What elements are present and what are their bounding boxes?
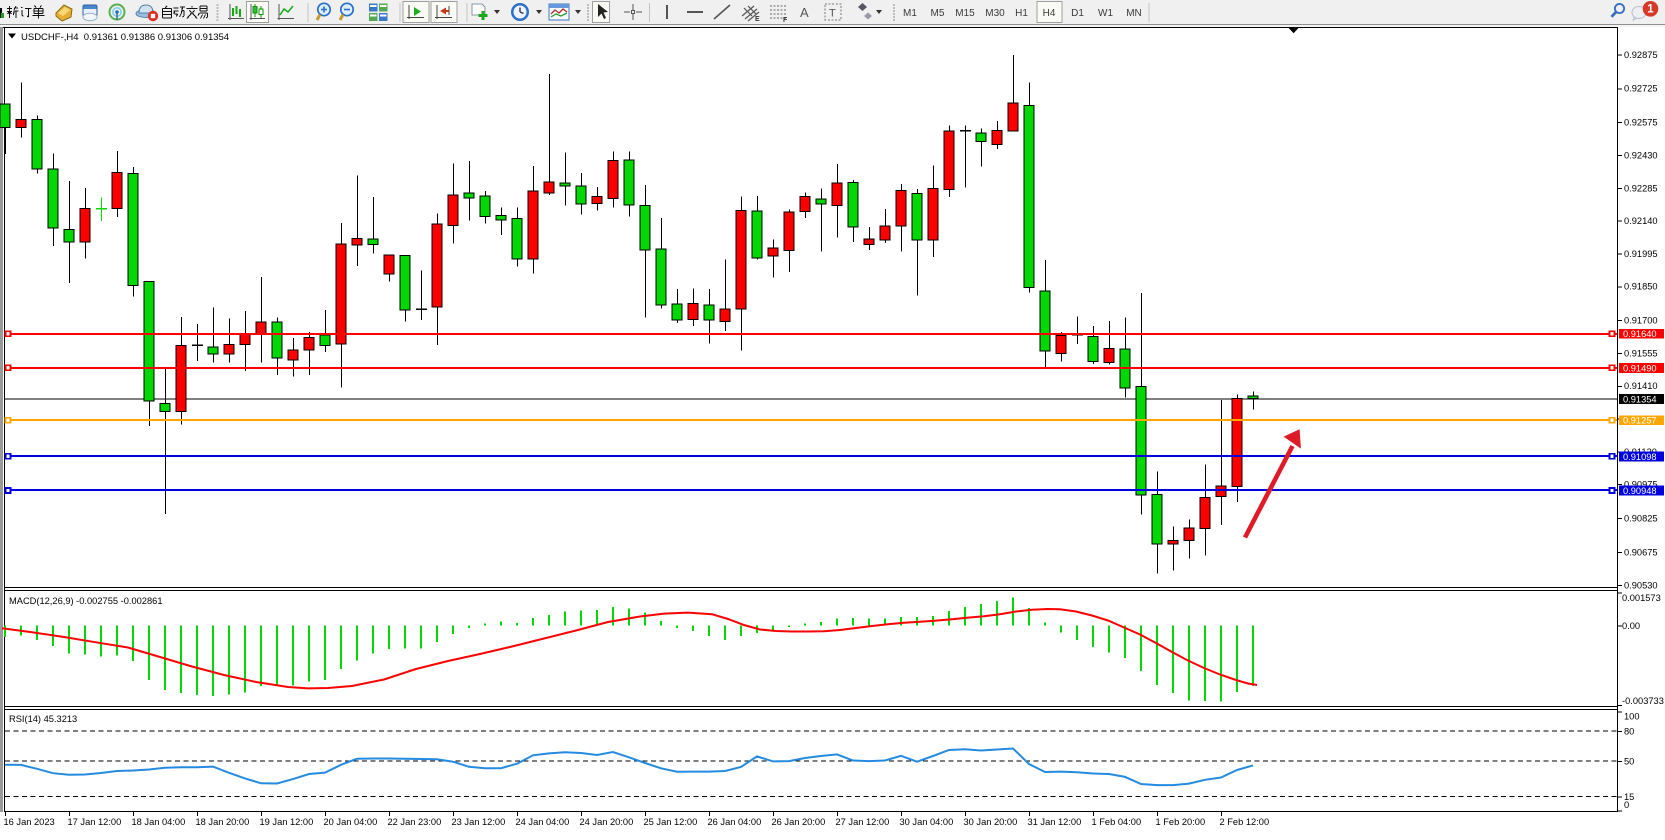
svg-text:F: F	[783, 17, 788, 24]
svg-text:0.91410: 0.91410	[1624, 381, 1658, 391]
svg-text:USDCHF-,H4 0.91361 0.91386 0.: USDCHF-,H4 0.91361 0.91386 0.91306 0.913…	[21, 32, 229, 43]
svg-text:20 Jan 04:00: 20 Jan 04:00	[324, 817, 378, 827]
svg-text:0.92140: 0.92140	[1624, 216, 1658, 226]
svg-text:1 Feb 20:00: 1 Feb 20:00	[1156, 817, 1206, 827]
svg-text:0.92430: 0.92430	[1624, 150, 1658, 160]
svg-text:0.91850: 0.91850	[1624, 282, 1658, 292]
svg-text:27 Jan 12:00: 27 Jan 12:00	[836, 817, 890, 827]
svg-text:0.91490: 0.91490	[1623, 363, 1657, 373]
svg-text:24 Jan 20:00: 24 Jan 20:00	[580, 817, 634, 827]
svg-text:0: 0	[1624, 800, 1629, 810]
svg-text:0.91640: 0.91640	[1623, 329, 1657, 339]
svg-text:18 Jan 20:00: 18 Jan 20:00	[196, 817, 250, 827]
svg-text:0.92575: 0.92575	[1624, 118, 1658, 128]
svg-text:0.91700: 0.91700	[1624, 316, 1658, 326]
svg-text:0.92285: 0.92285	[1624, 183, 1658, 193]
svg-text:0.91098: 0.91098	[1623, 452, 1657, 462]
svg-text:W1: W1	[1098, 8, 1113, 19]
svg-text:22 Jan 23:00: 22 Jan 23:00	[388, 817, 442, 827]
svg-text:0.91257: 0.91257	[1623, 416, 1657, 426]
svg-text:0.90975: 0.90975	[1624, 480, 1658, 490]
svg-text:0.001573: 0.001573	[1622, 593, 1661, 603]
svg-text:2 Feb 12:00: 2 Feb 12:00	[1220, 817, 1270, 827]
svg-text:80: 80	[1624, 727, 1634, 737]
svg-text:30 Jan 04:00: 30 Jan 04:00	[900, 817, 954, 827]
svg-text:0.91995: 0.91995	[1624, 249, 1658, 259]
svg-text:0.91555: 0.91555	[1624, 348, 1658, 358]
svg-text:25 Jan 12:00: 25 Jan 12:00	[644, 817, 698, 827]
svg-text:M1: M1	[903, 8, 917, 19]
svg-text:0.90675: 0.90675	[1624, 548, 1658, 558]
svg-text:16 Jan 2023: 16 Jan 2023	[4, 817, 55, 827]
svg-text:31 Jan 12:00: 31 Jan 12:00	[1028, 817, 1082, 827]
svg-text:15: 15	[1624, 792, 1634, 802]
svg-text:0.92875: 0.92875	[1624, 50, 1658, 60]
svg-text:D1: D1	[1071, 8, 1084, 19]
svg-text:0.91354: 0.91354	[1623, 394, 1657, 404]
svg-text:100: 100	[1624, 711, 1640, 721]
svg-text:26 Jan 20:00: 26 Jan 20:00	[772, 817, 826, 827]
svg-text:19 Jan 12:00: 19 Jan 12:00	[260, 817, 314, 827]
svg-text:0.90530: 0.90530	[1624, 580, 1658, 590]
svg-text:E: E	[755, 16, 760, 23]
svg-text:1 Feb 04:00: 1 Feb 04:00	[1092, 817, 1142, 827]
svg-text:M15: M15	[955, 8, 975, 19]
svg-text:50: 50	[1624, 757, 1634, 767]
svg-text:H4: H4	[1043, 8, 1056, 19]
svg-text:0.90825: 0.90825	[1624, 514, 1658, 524]
svg-text:23 Jan 12:00: 23 Jan 12:00	[452, 817, 506, 827]
svg-text:-0.003733: -0.003733	[1622, 696, 1664, 706]
svg-text:M5: M5	[931, 8, 945, 19]
svg-text:1: 1	[1647, 4, 1654, 16]
svg-text:RSI(14) 45.3213: RSI(14) 45.3213	[9, 714, 77, 724]
svg-text:17 Jan 12:00: 17 Jan 12:00	[68, 817, 122, 827]
svg-text:M30: M30	[985, 8, 1005, 19]
svg-text:A: A	[800, 5, 809, 20]
svg-text:24 Jan 04:00: 24 Jan 04:00	[516, 817, 570, 827]
svg-text:30 Jan 20:00: 30 Jan 20:00	[964, 817, 1018, 827]
svg-text:0.90948: 0.90948	[1623, 486, 1657, 496]
svg-text:MN: MN	[1126, 8, 1142, 19]
svg-text:H1: H1	[1015, 8, 1028, 19]
svg-text:26 Jan 04:00: 26 Jan 04:00	[708, 817, 762, 827]
svg-text:MACD(12,26,9) -0.002755 -0.002: MACD(12,26,9) -0.002755 -0.002861	[9, 596, 163, 606]
svg-text:0.00: 0.00	[1622, 621, 1640, 631]
svg-text:T: T	[829, 8, 836, 20]
svg-text:0.92725: 0.92725	[1624, 84, 1658, 94]
svg-text:18 Jan 04:00: 18 Jan 04:00	[132, 817, 186, 827]
